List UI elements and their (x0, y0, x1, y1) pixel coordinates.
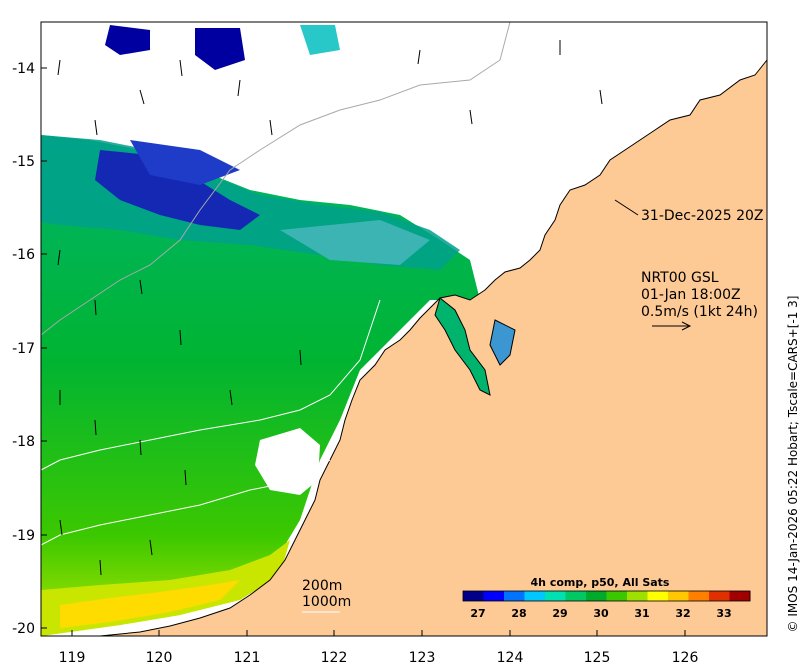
plot-frame (40, 21, 768, 637)
colorbar-swatches (463, 591, 751, 601)
scale-arrow (652, 321, 692, 331)
colorbar-swatch (545, 591, 566, 601)
colorbar-tick: 32 (675, 607, 690, 620)
current-arrow (184, 469, 187, 486)
colorbar-swatch (524, 591, 546, 601)
current-arrow (269, 119, 273, 136)
colorbar-swatch (586, 591, 607, 601)
colorbar-tick: 33 (716, 607, 731, 620)
current-arrow (599, 89, 603, 105)
current-arrow (179, 329, 182, 346)
depth-1000-label: 1000m (302, 594, 351, 610)
colorbar: 4h comp, p50, All Sats 27 28 29 30 31 32… (455, 575, 760, 625)
colorbar-tick: 29 (552, 607, 567, 620)
current-arrow (469, 109, 473, 125)
credit-text: © IMOS 14-Jan-2026 05:22 Hobart; Tscale=… (786, 296, 800, 633)
current-arrow (59, 519, 63, 536)
lat-ticks (41, 67, 47, 629)
colorbar-frame (462, 590, 751, 602)
contour-200m (41, 22, 511, 336)
current-arrow (57, 249, 61, 266)
gulf-inlet (434, 297, 491, 396)
lon-ticks (71, 630, 686, 636)
current-arrow (94, 119, 98, 136)
colorbar-swatch (627, 591, 648, 601)
model-time: 01-Jan 18:00Z (641, 287, 741, 303)
model-scale: 0.5m/s (1kt 24h) (641, 304, 758, 320)
current-arrow (139, 89, 145, 105)
lon-label: 120 (146, 650, 173, 666)
lat-label: -19 (12, 528, 35, 544)
current-arrow (139, 439, 142, 456)
lat-labels: -14 -15 -16 -17 -18 -19 -20 (12, 61, 35, 637)
current-arrow (94, 299, 97, 316)
lon-label: 124 (497, 650, 524, 666)
current-arrow (179, 59, 183, 77)
current-arrow (57, 59, 61, 76)
colorbar-swatch (729, 591, 751, 601)
colorbar-swatch (709, 591, 730, 601)
sea-cyan-patch (300, 25, 340, 55)
depth-200-label: 200m (302, 578, 342, 594)
current-arrow (299, 349, 302, 366)
bathymetry-contours (41, 22, 511, 546)
lat-label: -16 (12, 247, 35, 263)
colorbar-swatch (565, 591, 587, 601)
colorbar-tick: 31 (634, 607, 649, 620)
sea-cyan-patch-2 (280, 220, 430, 265)
sea-hot-south (60, 580, 240, 628)
cloud-gap (255, 428, 320, 495)
lat-label: -18 (12, 434, 35, 450)
current-arrow (417, 49, 421, 65)
colorbar-tick: 27 (470, 607, 485, 620)
lon-label: 126 (672, 650, 699, 666)
lon-labels: 119 120 121 122 123 124 125 126 (59, 650, 699, 666)
model-name: NRT00 GSL (641, 270, 719, 286)
lon-label: 121 (234, 650, 261, 666)
colorbar-tick: 30 (593, 607, 609, 620)
current-arrow (149, 539, 153, 556)
sea-cold-patch-4 (130, 140, 240, 185)
date-pointer-line (614, 199, 639, 216)
lat-label: -15 (12, 154, 35, 170)
colorbar-swatch (483, 591, 505, 601)
sst-field (41, 25, 490, 636)
contour-1000m (41, 299, 381, 471)
current-vectors (57, 40, 603, 576)
lat-label: -17 (12, 341, 35, 357)
colorbar-tick: 28 (511, 607, 526, 620)
lon-label: 119 (59, 650, 86, 666)
current-arrow (139, 279, 143, 295)
sea-cold-patch (95, 150, 260, 230)
colorbar-swatch (668, 591, 689, 601)
sea-cold-patch-3 (195, 28, 245, 70)
colorbar-swatch (606, 591, 628, 601)
current-arrow (94, 419, 97, 436)
lon-label: 125 (584, 650, 611, 666)
current-arrow (229, 389, 233, 406)
lon-label: 123 (409, 650, 436, 666)
current-arrow (99, 559, 102, 576)
colorbar-title: 4h comp, p50, All Sats (531, 576, 670, 589)
colorbar-swatch (647, 591, 669, 601)
sea-cold-patch-2 (105, 25, 150, 55)
lat-label: -20 (12, 621, 35, 637)
contour-shelf (41, 459, 331, 546)
lat-label: -14 (12, 61, 35, 77)
gulf-inlet-2 (489, 319, 516, 366)
colorbar-swatch (688, 591, 710, 601)
date-label: 31-Dec-2025 20Z (641, 208, 764, 224)
current-arrow (237, 79, 241, 97)
lon-label: 122 (321, 650, 348, 666)
colorbar-swatch (504, 591, 525, 601)
colorbar-swatch (463, 591, 484, 601)
